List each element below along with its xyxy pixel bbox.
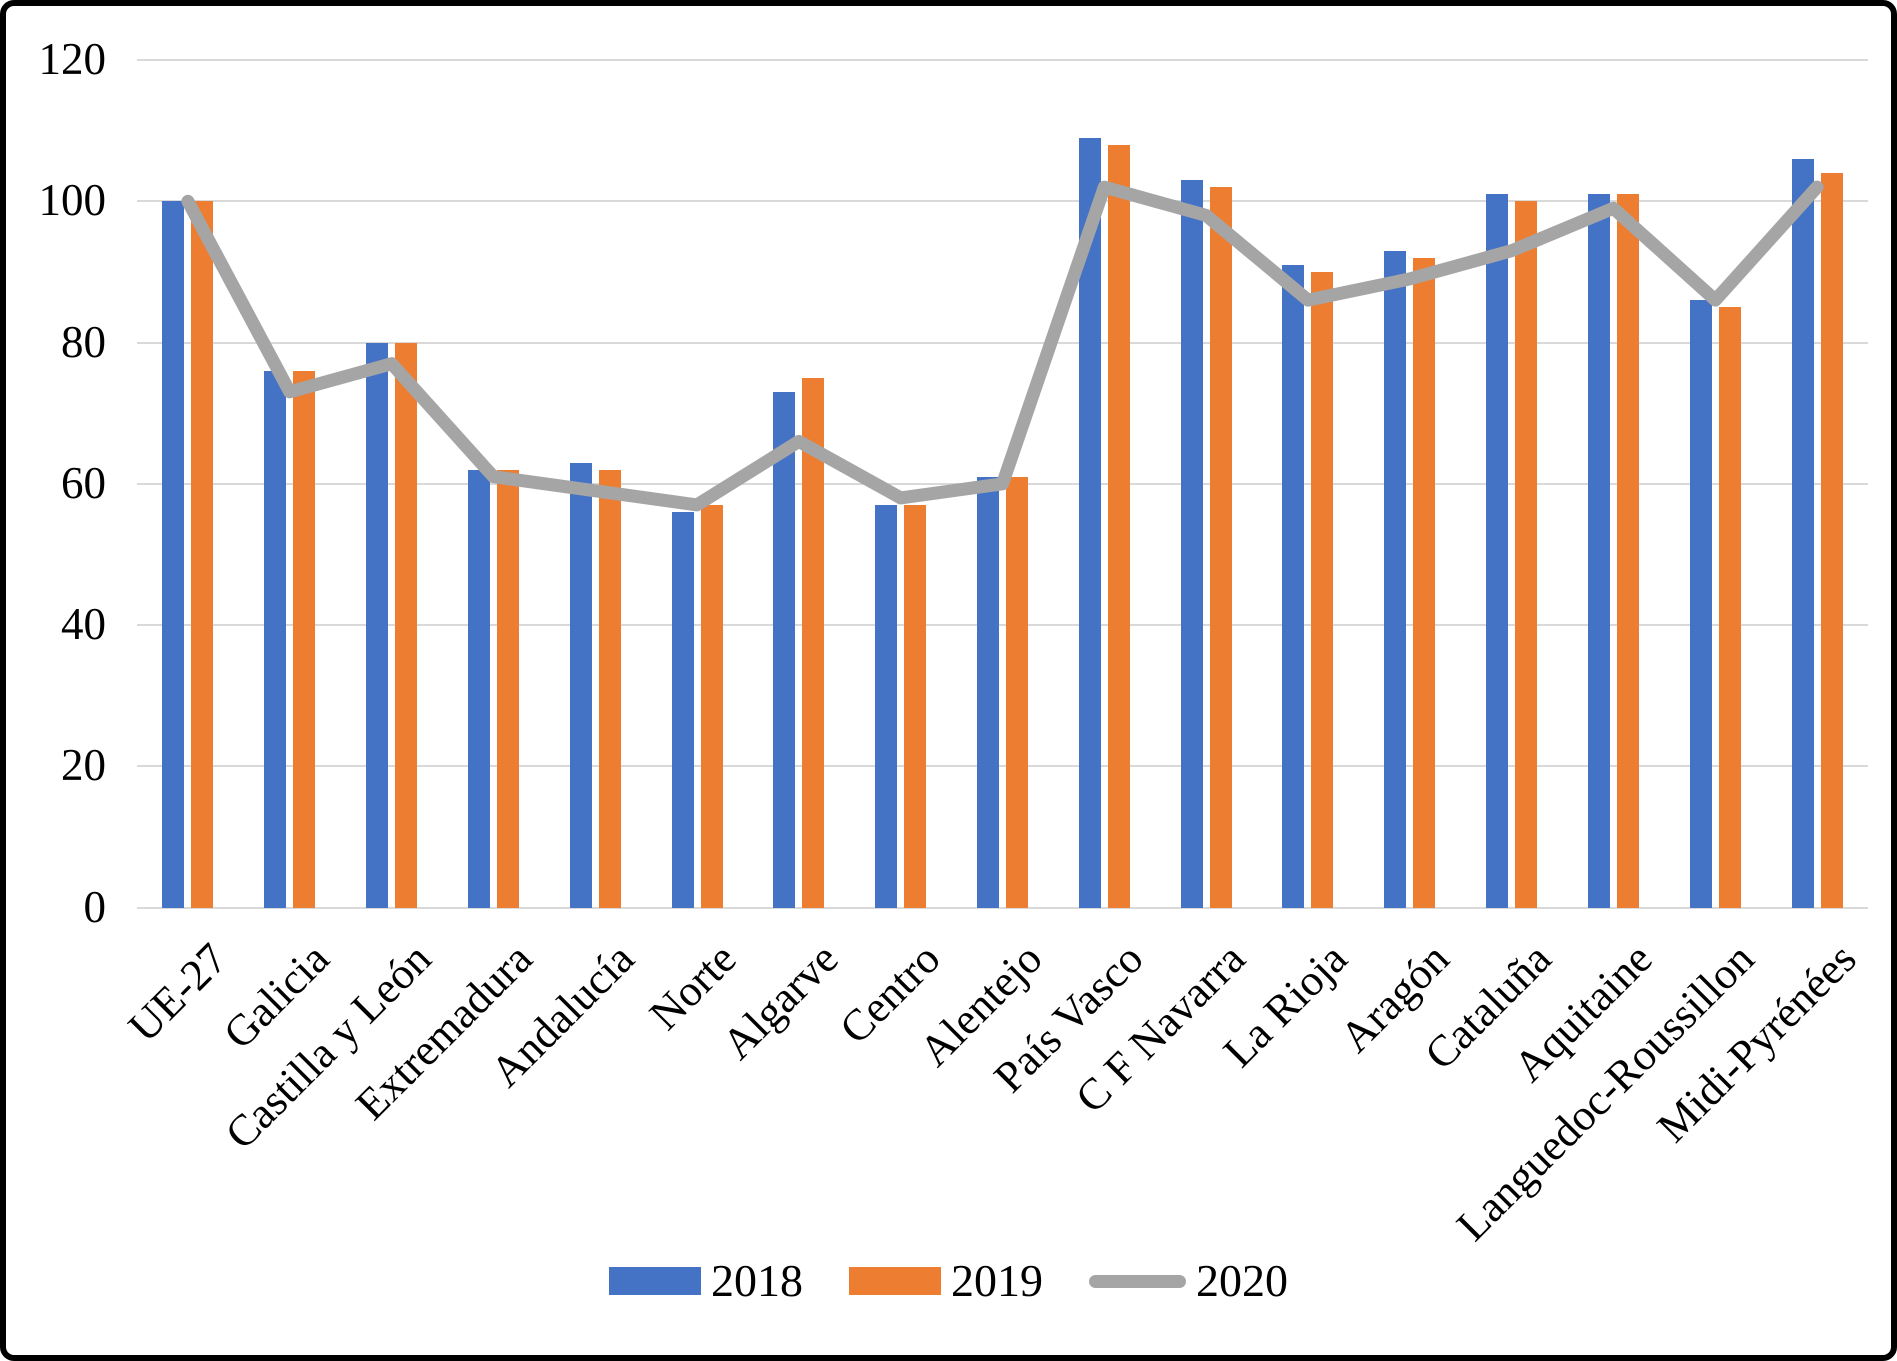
bar-2018-Languedoc-Roussillon [1689,300,1712,908]
bar-2019-C F Navarra [1209,187,1232,908]
bar-2018-Midi-Pyrénées [1791,158,1814,908]
bar-2018-Alentejo [977,476,999,908]
bar-2018-Algarve [773,391,796,908]
legend-swatch-2020-line [1089,1274,1186,1288]
bar-2019-Centro [904,504,927,908]
bar-2019-Midi-Pyrénées [1820,173,1843,908]
bar-2018-C F Navarra [1180,180,1203,908]
line-2020 [181,180,1824,512]
bar-2019-Galicia [293,370,316,908]
bar-2019-Castilla y León [395,342,418,908]
y-tick-label-20: 20 [61,740,106,791]
bar-2018-Extremadura [467,469,490,908]
gridline-120 [137,59,1868,61]
gridline-20 [137,765,1868,768]
bar-2019-País Vasco [1107,144,1130,908]
bar-2018-La Rioja [1282,264,1305,908]
y-tick-label-120: 120 [38,34,107,84]
bar-2019-Extremadura [496,469,519,908]
plot-area: 0 20 40 60 80 100 120 UE-27 Galicia Castilla y L… [6,6,1891,1355]
bar-2018-Castilla y León [366,342,389,908]
x-label-Algarve: Algarve [712,933,848,1069]
bar-2019-Andalucía [598,469,621,908]
gridline-0 [137,906,1868,909]
bar-2018-Aragón [1384,250,1407,908]
y-tick-label-60: 60 [61,457,106,508]
y-tick-label-100: 100 [38,175,107,226]
bar-2019-Languedoc-Roussillon [1718,307,1741,908]
y-tick-label-40: 40 [61,599,106,649]
bar-2018-UE-27 [162,201,185,908]
bar-2019-UE-27 [191,201,214,908]
legend: 2018 2019 2020 [6,1258,1891,1304]
legend-label-2020: 2020 [1196,1255,1288,1306]
bar-2019-Aragón [1413,257,1436,908]
bar-2019-Norte [700,504,723,908]
bar-2019-Alentejo [1006,476,1028,908]
legend-item-2019: 2019 [849,1258,1043,1304]
bar-2018-Aquitaine [1587,194,1610,908]
gridline-40 [137,624,1868,626]
bar-2018-Galicia [264,370,287,908]
legend-swatch-2018-bar [609,1267,701,1295]
bar-2018-Centro [875,504,898,908]
bar-2018-Norte [671,512,694,908]
legend-item-2020: 2020 [1089,1258,1288,1304]
bar-2019-Aquitaine [1616,194,1639,908]
legend-label-2018: 2018 [711,1255,803,1306]
bar-2019-Algarve [802,377,825,908]
x-label-UE-27: UE-27 [118,933,237,1052]
y-tick-label-80: 80 [61,316,106,367]
bar-2019-Cataluña [1515,201,1538,908]
bar-2018-Andalucía [569,462,592,908]
bar-2018-Cataluña [1486,194,1509,908]
bar-2018-País Vasco [1078,137,1101,908]
y-tick-label-0: 0 [83,881,107,932]
legend-swatch-2019-bar [849,1267,941,1295]
bar-2019-La Rioja [1311,271,1334,908]
legend-item-2018: 2018 [609,1258,803,1304]
line-series-2020 [181,180,1824,512]
legend-label-2019: 2019 [951,1255,1043,1306]
